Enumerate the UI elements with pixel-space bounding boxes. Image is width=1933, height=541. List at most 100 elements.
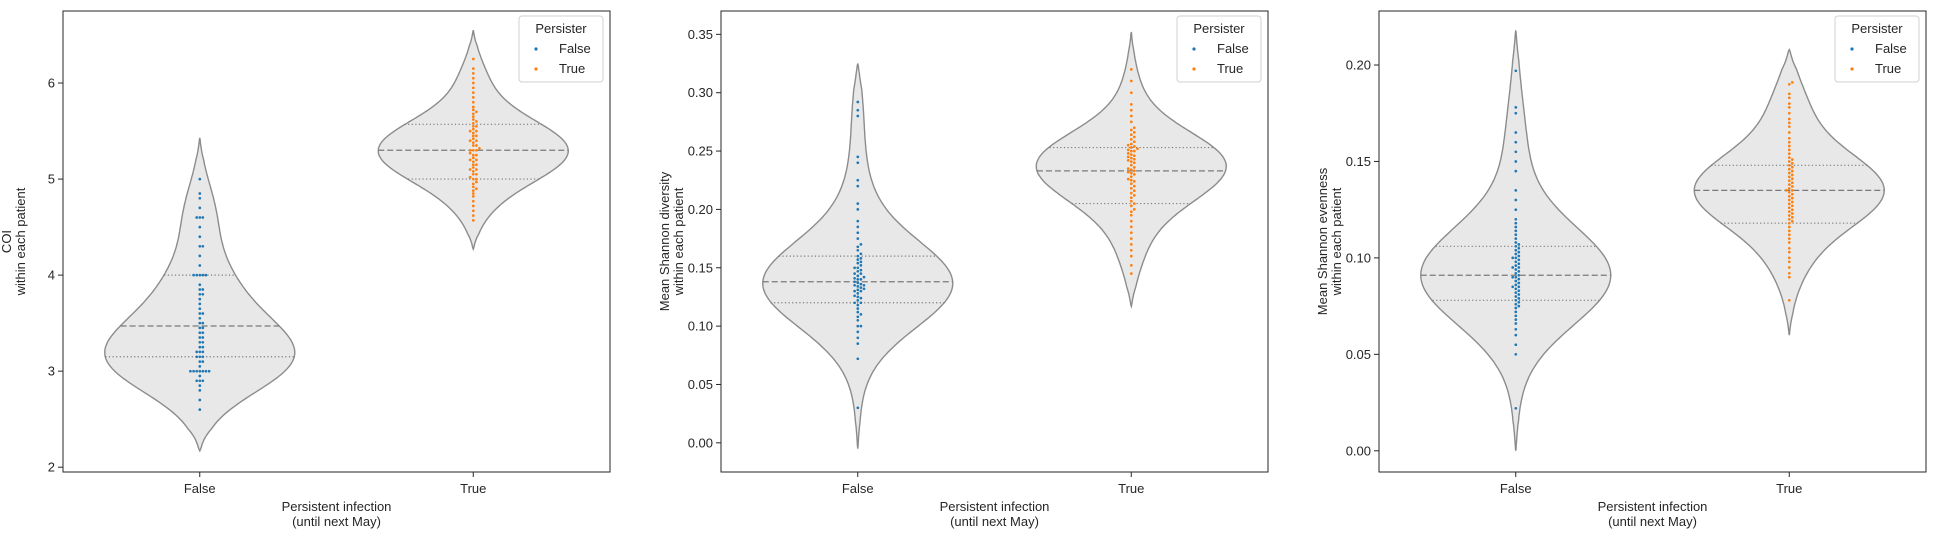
swarm-point-false <box>1514 275 1518 279</box>
swarm-point-true <box>471 172 475 176</box>
swarm-point-true <box>471 134 475 138</box>
swarm-point-false <box>1514 406 1518 410</box>
swarm-point-true <box>1129 128 1133 132</box>
swarm-point-true <box>1790 165 1794 169</box>
swarm-point-true <box>1787 156 1791 159</box>
legend-label-true: True <box>559 61 585 76</box>
swarm-point-false <box>192 369 195 373</box>
swarm-point-false <box>1514 208 1518 212</box>
swarm-point-true <box>1787 266 1791 269</box>
swarm-point-false <box>1517 258 1521 262</box>
swarm-point-true <box>1787 187 1791 190</box>
swarm-point-false <box>198 244 202 248</box>
swarm-point-false <box>201 321 205 325</box>
swarm-point-false <box>856 342 860 345</box>
swarm-point-false <box>195 355 199 359</box>
swarm-point-true <box>1787 144 1791 148</box>
swarm-point-false <box>856 237 860 240</box>
chart-panel-3: 0.00 0.05 0.10 0.15 0.20 Mean Shannon evennes… <box>1315 10 1927 529</box>
swarm-point-true <box>1129 79 1133 83</box>
swarm-point-true <box>1136 147 1139 151</box>
swarm-point-false <box>1517 243 1521 246</box>
swarm-point-false <box>856 299 860 302</box>
swarm-point-true <box>1126 152 1130 155</box>
swarm-point-true <box>471 185 475 189</box>
y-tick-label: 0.00 <box>1346 443 1371 458</box>
swarm-point-false <box>859 324 863 328</box>
swarm-point-true <box>471 160 475 164</box>
swarm-point-false <box>201 350 205 354</box>
swarm-point-true <box>1790 189 1794 192</box>
swarm-point-true <box>471 177 475 181</box>
swarm-point-false <box>856 292 860 295</box>
swarm-point-false <box>198 369 202 373</box>
swarm-point-true <box>1787 179 1791 183</box>
swarm-point-true <box>468 129 472 133</box>
y-tick-label: 0.20 <box>1346 58 1371 73</box>
swarm-point-false <box>1517 250 1521 254</box>
swarm-point-true <box>1787 237 1791 240</box>
swarm-point-false <box>198 216 202 219</box>
legend-label-true: True <box>1875 61 1901 76</box>
swarm-point-false <box>192 273 195 277</box>
swarm-point-true <box>1132 202 1136 205</box>
swarm-point-false <box>1517 246 1521 250</box>
swarm-point-false <box>856 315 860 319</box>
swarm-point-true <box>1787 171 1791 175</box>
y-tick-label: 2 <box>48 460 55 475</box>
swarm-point-true <box>1129 156 1133 160</box>
swarm-point-true <box>1129 237 1133 240</box>
swarm-point-true <box>1787 202 1791 206</box>
chart-panel-2: 0.00 0.05 0.10 0.15 0.20 0.25 0.30 0.35 Mean Sha… <box>657 10 1269 529</box>
swarm-point-false <box>1514 225 1518 229</box>
swarm-point-true <box>1129 146 1133 149</box>
legend-box <box>518 15 604 83</box>
swarm-point-false <box>1514 106 1518 109</box>
legend: Persister False True <box>518 15 604 83</box>
swarm-point-false <box>1517 285 1521 289</box>
swarm-point-false <box>862 283 866 287</box>
swarm-point-false <box>856 245 860 249</box>
swarm-point-false <box>859 243 863 246</box>
swarm-point-true <box>1787 229 1791 233</box>
swarm-point-false <box>201 326 205 330</box>
swarm-point-false <box>859 313 863 316</box>
swarm-point-false <box>198 196 202 200</box>
swarm-point-false <box>1514 237 1518 240</box>
swarm-point-false <box>204 369 208 373</box>
swarm-point-true <box>1790 196 1794 200</box>
swarm-point-false <box>1514 217 1518 221</box>
swarm-point-false <box>201 273 205 277</box>
swarm-point-true <box>475 187 478 191</box>
swarm-point-true <box>1787 221 1791 225</box>
swarm-point-true <box>1787 117 1791 121</box>
swarm-point-false <box>1514 291 1518 294</box>
swarm-point-false <box>198 307 202 311</box>
swarm-point-true <box>1790 200 1794 204</box>
swarm-point-true <box>1790 177 1794 181</box>
swarm-point-true <box>471 189 475 192</box>
swarm-point-false <box>1514 333 1518 337</box>
swarm-point-true <box>1126 148 1130 152</box>
swarm-point-false <box>201 345 205 349</box>
swarm-point-false <box>1517 297 1521 300</box>
swarm-point-false <box>1517 293 1521 296</box>
x-axis-label: Persistent infection (until next May) <box>282 499 392 529</box>
swarm-point-false <box>856 285 860 288</box>
swarm-point-true <box>1787 82 1791 86</box>
swarm-point-false <box>195 273 199 277</box>
swarm-point-true <box>471 72 475 75</box>
swarm-point-true <box>1129 160 1133 163</box>
swarm-point-true <box>1129 178 1133 182</box>
swarm-point-false <box>198 389 202 392</box>
swarm-point-true <box>1132 194 1136 197</box>
swarm-point-false <box>198 340 202 344</box>
swarm-point-false <box>198 225 202 229</box>
swarm-point-false <box>856 261 860 265</box>
swarm-point-false <box>1514 306 1518 310</box>
swarm-point-false <box>862 287 866 291</box>
swarm-point-false <box>198 398 202 402</box>
swarm-point-false <box>1511 266 1515 269</box>
swarm-point-false <box>201 216 205 219</box>
swarm-point-false <box>856 278 860 281</box>
